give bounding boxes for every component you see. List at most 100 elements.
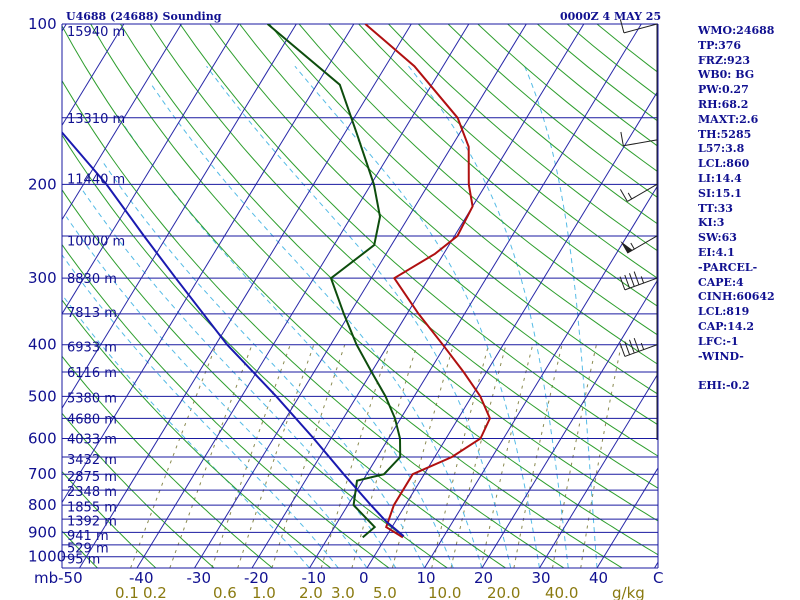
mixing-ratio-label: 5.0 — [373, 584, 397, 600]
height-label: 4680 m — [67, 412, 117, 427]
wind-barb-shaft — [623, 139, 658, 147]
moist-adiabat-line — [62, 293, 310, 568]
index-item: EHI:-0.2 — [698, 379, 750, 393]
index-item: RH:68.2 — [698, 98, 749, 111]
mixing-ratio-label: 0.6 — [213, 584, 237, 600]
temperature-tick-label: -40 — [129, 569, 154, 587]
dry-adiabat-line — [358, 24, 658, 280]
wind-barb-shaft — [624, 344, 658, 357]
wind-barb-flag — [624, 274, 631, 289]
mixing-ratio-line — [211, 344, 291, 568]
dry-adiabat-line — [328, 24, 658, 308]
dewpoint-profile-line — [266, 24, 402, 539]
height-label: 5380 m — [67, 392, 117, 407]
moist-adiabat-line — [151, 84, 483, 568]
mixing-ratio-line — [169, 344, 253, 568]
mixing-ratio-line — [450, 344, 507, 568]
isotherm-line — [62, 24, 125, 127]
mixing-ratio-line — [130, 344, 217, 568]
wind-barb-flag — [633, 337, 640, 352]
height-label: 529 m — [67, 542, 109, 557]
moist-adiabat-line — [65, 216, 368, 568]
temperature-profile-line — [364, 24, 491, 539]
wind-barb-flag — [624, 341, 631, 355]
dry-adiabat-line — [62, 299, 332, 568]
index-item: CAPE:4 — [698, 275, 744, 289]
wind-barb-flag — [619, 189, 628, 202]
index-item: WB0: BG — [698, 68, 755, 82]
isotherm-line — [366, 89, 658, 568]
index-item: KI:3 — [698, 216, 725, 230]
temperature-tick-label: -10 — [302, 569, 327, 587]
dry-adiabat-line — [62, 243, 390, 568]
index-item: WMO:24688 — [698, 24, 775, 37]
isotherm-line — [62, 24, 67, 33]
height-label: 6116 m — [67, 366, 117, 381]
dry-adiabat-line — [90, 24, 658, 556]
moist-adiabat-line — [62, 254, 339, 568]
index-item: SI:15.1 — [698, 186, 742, 200]
wind-barb-half — [630, 242, 635, 250]
index-item: TH:5285 — [698, 127, 752, 141]
index-item: -WIND- — [698, 349, 744, 363]
mixing-ratio-line — [552, 344, 597, 568]
wind-barb-flag — [629, 273, 635, 287]
moist-adiabat-line — [82, 189, 397, 568]
dry-adiabat-line — [269, 24, 658, 366]
wind-barb-half — [640, 342, 645, 350]
mixing-ratio-label: 40.0 — [545, 584, 578, 600]
mixing-ratio-line — [480, 344, 534, 568]
mixing-ratio-line — [391, 344, 454, 568]
station-title: U4688 (24688) Sounding — [66, 10, 222, 23]
height-label: 2348 m — [67, 485, 117, 500]
isotherm-line — [62, 24, 240, 315]
isotherm-line — [424, 184, 658, 568]
dry-adiabat-line — [0, 24, 39, 568]
dry-adiabat-line — [298, 24, 658, 336]
wind-barb-half — [627, 192, 633, 200]
mixing-ratio-line — [271, 344, 346, 568]
index-item: LI:14.4 — [698, 172, 742, 185]
dry-adiabats — [0, 24, 658, 568]
index-item: LCL:860 — [698, 157, 750, 171]
moist-adiabat-line — [294, 65, 540, 568]
mixing-ratio-line — [351, 344, 418, 568]
wind-barbs — [619, 19, 658, 440]
wind-barb-flag — [619, 276, 626, 291]
index-item: PW:0.27 — [698, 83, 749, 97]
pressure-tick-label: 400 — [28, 336, 57, 354]
moist-adiabat-line — [408, 65, 569, 568]
temperature-tick-label: 30 — [532, 569, 551, 587]
temperature-tick-label: 10 — [417, 569, 436, 587]
index-item: LCL:819 — [698, 305, 750, 319]
wind-barb-flag — [629, 339, 635, 354]
moist-adiabat-line — [101, 159, 425, 568]
isotherm-line — [251, 24, 585, 568]
wind-barb-pennant — [620, 240, 633, 254]
isotherm-line — [539, 372, 658, 568]
height-label: 941 m — [67, 529, 109, 544]
index-item: TP:376 — [698, 38, 742, 52]
parcel-profile-line — [62, 130, 405, 537]
dry-adiabat-line — [388, 24, 658, 252]
valid-time: 0000Z 4 MAY 25 — [560, 10, 661, 23]
pressure-tick-label: 600 — [28, 430, 57, 448]
mixing-ratio-line — [580, 344, 622, 568]
index-item: L57:3.8 — [698, 142, 745, 156]
wind-barb-flag — [619, 343, 626, 357]
mixing-ratio-label: 10.0 — [428, 584, 461, 600]
index-item: SW:63 — [698, 231, 737, 245]
height-label: 8830 m — [67, 272, 117, 287]
mixing-ratio-label: 1.0 — [252, 584, 276, 600]
height-label: 13310 m — [67, 112, 125, 127]
mixing-ratio-label: 3.0 — [331, 584, 355, 600]
wind-barb-flag — [633, 271, 640, 285]
wind-barb-shaft — [623, 23, 658, 34]
mixing-ratio-unit: g/kg — [612, 584, 645, 600]
pressure-tick-label: 800 — [28, 496, 57, 514]
pressure-tick-label: 900 — [28, 523, 57, 541]
mixing-ratio-label: 0.2 — [143, 584, 167, 600]
